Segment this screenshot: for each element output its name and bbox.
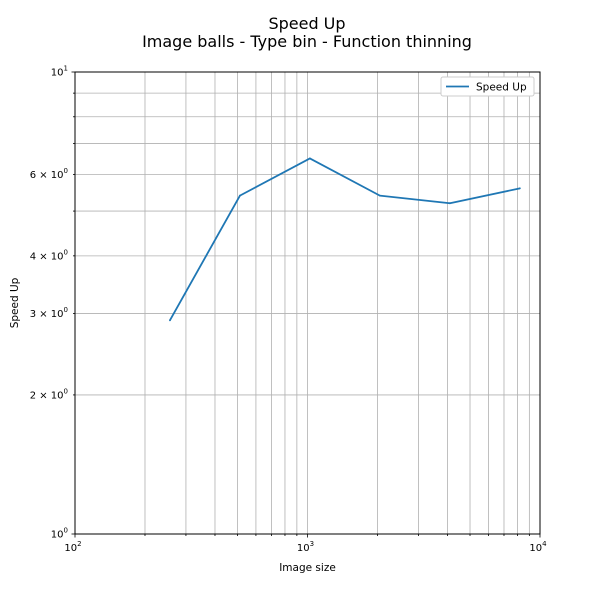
x-axis-label: Image size xyxy=(279,562,336,574)
y-tick-label: 101 xyxy=(51,65,68,79)
series-point xyxy=(308,157,311,160)
y-tick-label-base: 3 × 10 xyxy=(30,309,64,320)
series-point xyxy=(378,194,381,197)
y-tick-label-base: 10 xyxy=(51,68,64,79)
y-tick-label-exponent: 0 xyxy=(64,306,68,314)
y-tick-label-base: 6 × 10 xyxy=(30,170,64,181)
chart-subtitle: Image balls - Type bin - Function thinni… xyxy=(142,32,472,51)
x-tick-label-exponent: 4 xyxy=(542,540,547,548)
y-tick-label-exponent: 0 xyxy=(64,527,68,535)
y-tick-label: 4 × 100 xyxy=(30,248,68,262)
x-tick-label: 102 xyxy=(64,540,81,554)
series-line-speed-up xyxy=(169,157,521,321)
series-point xyxy=(169,319,171,322)
y-tick-label-exponent: 0 xyxy=(64,387,68,395)
x-tick-label: 104 xyxy=(529,540,547,554)
series-point xyxy=(518,187,521,190)
y-tick-label: 3 × 100 xyxy=(30,306,68,320)
y-tick-label-base: 2 × 10 xyxy=(30,390,64,401)
x-tick-label-base: 10 xyxy=(529,543,542,554)
y-tick-label-base: 10 xyxy=(51,530,64,541)
series-layer xyxy=(169,157,521,322)
y-tick-label-exponent: 1 xyxy=(64,65,68,73)
x-tick-label-exponent: 2 xyxy=(77,540,81,548)
y-tick-label: 100 xyxy=(51,527,68,541)
x-tick-label-base: 10 xyxy=(297,543,310,554)
x-tick-label-base: 10 xyxy=(64,543,77,554)
legend-label-speed-up: Speed Up xyxy=(476,82,527,94)
chart-title: Speed Up xyxy=(268,14,345,33)
y-tick-label: 2 × 100 xyxy=(30,387,68,401)
x-tick-label: 103 xyxy=(297,540,314,554)
y-tick-label-base: 4 × 10 xyxy=(30,251,64,262)
tick-marks xyxy=(71,71,541,538)
legend: Speed Up xyxy=(440,76,535,97)
y-tick-label: 6 × 100 xyxy=(30,167,68,181)
y-axis-label: Speed Up xyxy=(9,277,21,328)
legend-box xyxy=(440,76,535,97)
x-tick-label-exponent: 3 xyxy=(310,540,314,548)
y-tick-label-exponent: 0 xyxy=(64,248,68,256)
grid-lines xyxy=(75,72,540,534)
y-tick-label-exponent: 0 xyxy=(64,167,68,175)
series-point xyxy=(448,202,451,205)
series-point xyxy=(239,194,241,197)
